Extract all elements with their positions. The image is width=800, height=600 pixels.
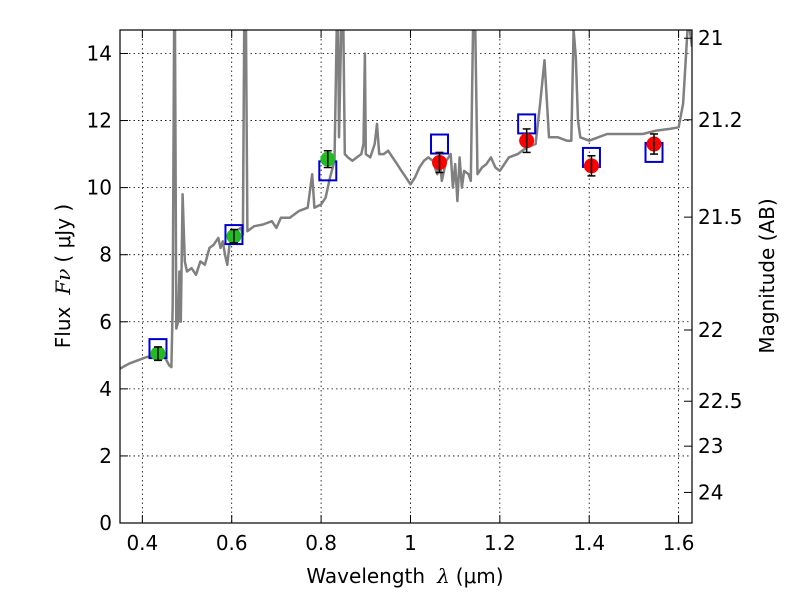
model-flux-square	[430, 133, 450, 155]
grid	[120, 30, 692, 524]
y-tick-label: 4	[99, 377, 112, 401]
y2-tick-label: 24	[698, 480, 723, 504]
model-spectrum	[120, 30, 692, 370]
x-tick-label: 0.8	[305, 531, 337, 555]
y2-tick-label: 21.2	[698, 108, 743, 132]
y2-axis-label: Magnitude (AB)	[755, 198, 779, 353]
y-tick-label: 10	[87, 176, 112, 200]
x-tick-label: 1.4	[573, 531, 605, 555]
model-flux-square	[224, 224, 244, 246]
x-tick-label: 1.2	[484, 531, 516, 555]
y2-tick-label: 22.5	[698, 389, 743, 413]
spectrum-line	[120, 30, 692, 370]
y-tick-label: 14	[87, 41, 112, 65]
x-axis-label: Wavelength λ (μm)	[306, 564, 503, 588]
x-tick-label: 1	[404, 531, 417, 555]
x-tick-label: 0.6	[216, 531, 248, 555]
plot-frame	[119, 29, 693, 524]
y-tick-label: 6	[99, 310, 112, 334]
y-tick-label: 8	[99, 243, 112, 267]
y-tick-label: 2	[99, 444, 112, 468]
x-tick-label: 1.6	[663, 531, 695, 555]
y2-tick-label: 21	[698, 26, 723, 50]
y-tick-label: 12	[87, 109, 112, 133]
x-tick-label: 0.4	[126, 531, 158, 555]
y-axis-label: FluxFν( μJy )	[51, 204, 75, 348]
y-tick-label: 0	[99, 511, 112, 535]
y2-tick-label: 21.5	[698, 205, 743, 229]
axis-ticks: 0.4 0.6 0.8 1 1.2 1.4 1.6024681012142121.221.5…	[87, 26, 743, 555]
photometry-markers	[148, 113, 664, 362]
y2-tick-label: 22	[698, 318, 723, 342]
y2-tick-label: 23	[698, 434, 723, 458]
